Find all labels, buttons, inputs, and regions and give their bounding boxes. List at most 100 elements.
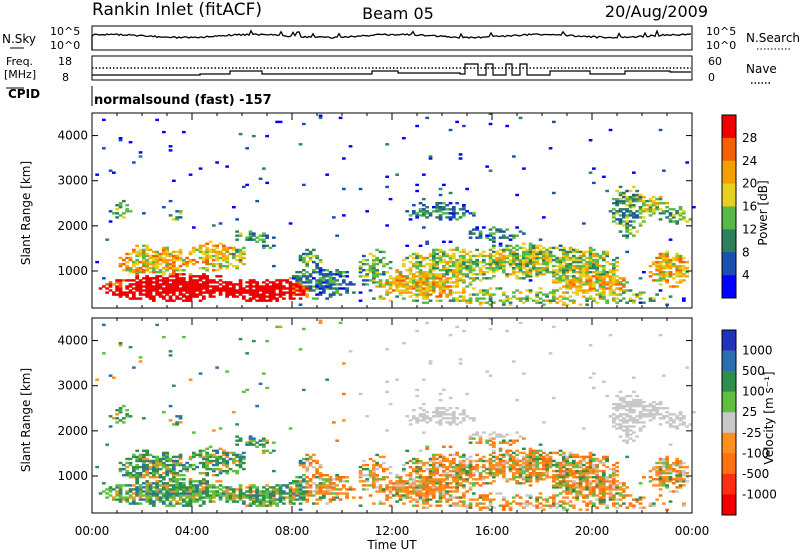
velocity-cell <box>308 463 313 467</box>
power-cell <box>165 289 169 292</box>
power-cell <box>205 254 209 258</box>
power-cell <box>145 258 149 262</box>
power-cell <box>578 254 583 258</box>
power-cell <box>442 289 446 292</box>
velocity-cell <box>235 472 239 475</box>
power-cell <box>132 262 136 266</box>
power-cell <box>155 271 159 274</box>
power-cell <box>325 273 329 276</box>
power-cell <box>602 283 606 286</box>
velocity-cell <box>595 486 599 489</box>
velocity-cell <box>162 486 166 489</box>
velocity-cell <box>502 435 506 438</box>
velocity-cell <box>248 502 253 505</box>
velocity-cell <box>592 463 596 467</box>
velocity-cell <box>522 461 526 465</box>
power-cell <box>295 275 299 278</box>
power-cell <box>502 258 506 262</box>
velocity-cell <box>458 459 463 463</box>
power-cell <box>665 279 669 282</box>
velocity-cell <box>118 496 123 499</box>
velocity-cell <box>138 457 143 461</box>
power-cell <box>502 301 506 304</box>
velocity-cell <box>215 474 219 477</box>
velocity-cell <box>482 482 486 485</box>
velocity-cell <box>155 467 159 471</box>
velocity-cell <box>208 494 213 497</box>
power-cell <box>518 258 523 262</box>
power-cell <box>682 210 686 213</box>
power-cell <box>202 244 206 247</box>
velocity-cell <box>395 484 399 487</box>
velocity-cell <box>545 455 549 459</box>
velocity-cell <box>375 478 379 481</box>
velocity-cell <box>535 496 539 499</box>
velocity-cell <box>155 472 159 475</box>
velocity-cell <box>385 498 389 501</box>
velocity-cell <box>492 437 496 440</box>
power-cell <box>148 289 153 292</box>
velocity-cell <box>582 474 586 477</box>
velocity-cell <box>508 459 513 463</box>
velocity-cell <box>572 490 576 493</box>
power-cell <box>618 208 623 211</box>
velocity-cell <box>268 498 273 501</box>
power-cell <box>475 258 479 262</box>
power-cell <box>538 271 543 274</box>
velocity-cell <box>172 498 176 501</box>
velocity-cell <box>468 441 473 444</box>
velocity-cell <box>522 469 526 473</box>
velocity-cell <box>505 441 509 444</box>
velocity-cell <box>392 484 396 487</box>
power-cell <box>358 269 363 272</box>
power-cell <box>302 273 306 276</box>
power-cell <box>158 283 163 286</box>
power-cell <box>388 277 393 280</box>
power-cell <box>218 293 223 296</box>
velocity-cell <box>438 492 443 495</box>
velocity-cell <box>122 467 126 471</box>
power-cell <box>478 303 483 306</box>
power-cell <box>618 293 623 296</box>
power-cell <box>602 291 606 294</box>
power-cell <box>308 285 313 288</box>
power-cell <box>305 277 309 280</box>
velocity-cell <box>292 482 296 485</box>
power-cell <box>185 297 189 300</box>
power-cell <box>632 193 636 197</box>
velocity-cell <box>428 488 433 491</box>
power-cell <box>642 204 646 207</box>
power-cell <box>162 297 166 300</box>
power-cell <box>662 254 666 258</box>
velocity-cell <box>245 352 249 355</box>
power-cell <box>422 264 426 268</box>
power-cell <box>155 258 159 262</box>
velocity-cell <box>612 494 616 497</box>
velocity-cell <box>492 431 496 434</box>
velocity-cell <box>462 494 466 497</box>
velocity-cell <box>442 492 446 495</box>
power-cell <box>145 291 149 294</box>
velocity-cell <box>152 502 156 505</box>
velocity-cell <box>328 498 333 501</box>
velocity-cell <box>472 478 476 481</box>
velocity-cell <box>198 498 203 501</box>
velocity-cell <box>305 482 309 485</box>
power-cell <box>548 250 553 254</box>
power-cell <box>658 271 663 274</box>
velocity-cell <box>112 498 116 501</box>
velocity-cell <box>502 472 506 475</box>
power-cell <box>158 252 163 256</box>
power-cell <box>128 283 133 286</box>
power-cell <box>358 271 363 274</box>
power-cell <box>172 256 176 260</box>
power-cell <box>618 277 623 280</box>
power-cell <box>608 277 613 280</box>
power-cell <box>448 216 453 219</box>
velocity-cell <box>305 494 309 497</box>
power-cell <box>455 262 459 266</box>
velocity-cell <box>208 498 213 501</box>
power-cell <box>535 301 539 304</box>
velocity-cell <box>178 461 183 465</box>
power-cell <box>662 277 666 280</box>
